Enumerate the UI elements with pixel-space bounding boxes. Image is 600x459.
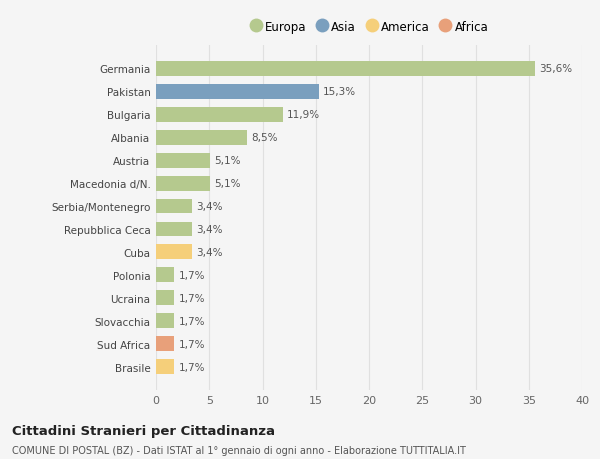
Bar: [156, 153, 211, 168]
Text: 3,4%: 3,4%: [196, 224, 223, 235]
Bar: [156, 199, 192, 214]
Text: 11,9%: 11,9%: [287, 110, 320, 120]
Text: 15,3%: 15,3%: [323, 87, 356, 97]
Text: 1,7%: 1,7%: [178, 339, 205, 349]
Bar: [156, 359, 174, 375]
Text: 35,6%: 35,6%: [539, 64, 572, 74]
Text: 1,7%: 1,7%: [178, 270, 205, 280]
Bar: [156, 268, 174, 283]
Bar: [156, 176, 211, 191]
Bar: [156, 291, 174, 306]
Legend: Europa, Asia, America, Africa: Europa, Asia, America, Africa: [246, 17, 492, 37]
Text: 1,7%: 1,7%: [178, 362, 205, 372]
Text: 1,7%: 1,7%: [178, 293, 205, 303]
Bar: [156, 336, 174, 352]
Text: 5,1%: 5,1%: [215, 179, 241, 189]
Bar: [156, 222, 192, 237]
Text: COMUNE DI POSTAL (BZ) - Dati ISTAT al 1° gennaio di ogni anno - Elaborazione TUT: COMUNE DI POSTAL (BZ) - Dati ISTAT al 1°…: [12, 446, 466, 455]
Text: Cittadini Stranieri per Cittadinanza: Cittadini Stranieri per Cittadinanza: [12, 424, 275, 437]
Bar: [156, 62, 535, 77]
Bar: [156, 245, 192, 260]
Text: 8,5%: 8,5%: [251, 133, 277, 143]
Bar: [156, 107, 283, 122]
Bar: [156, 314, 174, 329]
Text: 5,1%: 5,1%: [215, 156, 241, 166]
Text: 3,4%: 3,4%: [196, 202, 223, 212]
Text: 1,7%: 1,7%: [178, 316, 205, 326]
Text: 3,4%: 3,4%: [196, 247, 223, 257]
Bar: [156, 130, 247, 145]
Bar: [156, 84, 319, 100]
